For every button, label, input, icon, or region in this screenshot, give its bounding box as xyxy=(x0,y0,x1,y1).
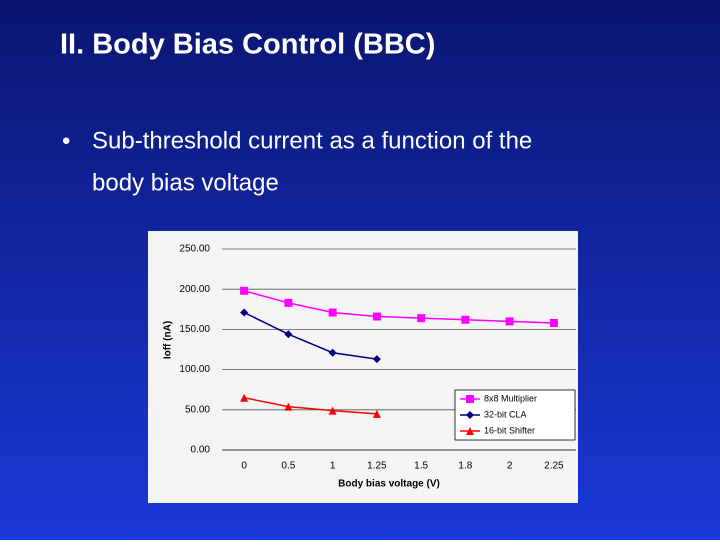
marker xyxy=(328,308,337,317)
x-tick-label: 1 xyxy=(330,461,336,472)
bullet-text: Sub-threshold current as a function of t… xyxy=(92,127,532,154)
marker xyxy=(417,314,426,323)
y-tick-label: 250.00 xyxy=(179,244,210,255)
y-tick-label: 200.00 xyxy=(179,284,210,295)
chart: 0.00 50.00 100.00 150.00 200.00 250.00 0 0.5 1 1.… xyxy=(163,244,576,490)
marker xyxy=(372,355,381,364)
series-line xyxy=(243,290,554,324)
series-line xyxy=(243,397,377,415)
marker xyxy=(328,348,337,357)
y-tick-label: 0.00 xyxy=(191,445,211,456)
x-tick-label: 1.5 xyxy=(414,461,428,472)
x-tick-label: 0.5 xyxy=(281,461,295,472)
marker xyxy=(372,312,381,321)
marker xyxy=(466,427,474,435)
x-tick-label: 1.25 xyxy=(367,461,387,472)
series-line xyxy=(243,311,377,360)
y-axis-label: Ioff (nA) xyxy=(163,321,174,359)
marker xyxy=(466,395,474,403)
marker xyxy=(284,330,293,339)
x-axis-label: Body bias voltage (V) xyxy=(338,479,440,490)
legend-label: 8x8 Multiplier xyxy=(484,393,537,403)
legend-label: 32-bit CLA xyxy=(484,409,527,419)
marker xyxy=(549,318,558,327)
y-tick-label: 50.00 xyxy=(185,404,210,415)
y-tick-label: 100.00 xyxy=(179,364,210,375)
marker xyxy=(461,315,470,324)
marker xyxy=(240,286,249,295)
chart-area xyxy=(148,231,578,503)
marker xyxy=(466,411,474,419)
x-tick-label: 1.8 xyxy=(458,461,472,472)
y-tick-label: 150.00 xyxy=(179,324,210,335)
marker xyxy=(240,308,249,317)
x-tick-label: 0 xyxy=(241,461,247,472)
x-tick-label: 2.25 xyxy=(544,461,564,472)
marker xyxy=(284,298,293,307)
bullet-dot: • xyxy=(62,127,70,154)
marker xyxy=(372,409,381,418)
marker xyxy=(328,406,337,415)
marker xyxy=(505,317,514,326)
slide-title: II. Body Bias Control (BBC) xyxy=(60,29,435,61)
bullet-text: body bias voltage xyxy=(92,169,279,196)
x-tick-label: 2 xyxy=(507,461,513,472)
legend-label: 16-bit Shifter xyxy=(484,425,535,435)
marker xyxy=(240,393,249,402)
marker xyxy=(284,402,293,411)
